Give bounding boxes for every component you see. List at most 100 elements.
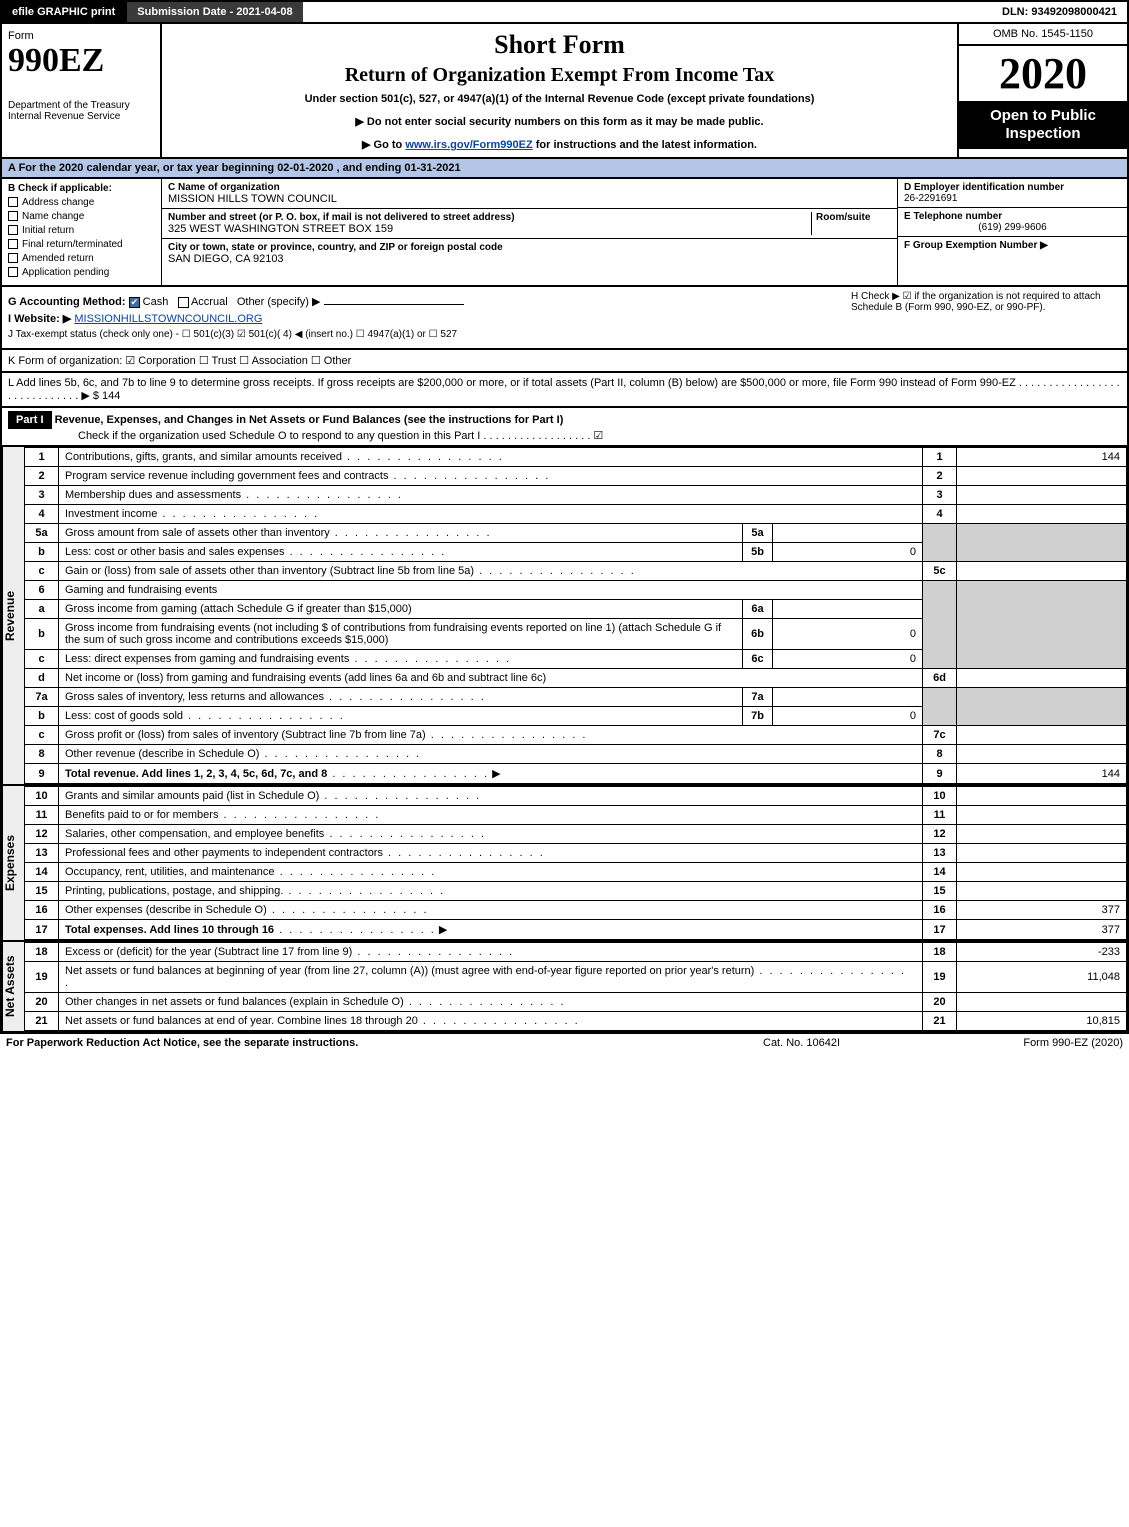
line-6d: dNet income or (loss) from gaming and fu…: [25, 669, 1127, 688]
line-3: 3Membership dues and assessments3: [25, 486, 1127, 505]
line-13: 13Professional fees and other payments t…: [25, 844, 1127, 863]
line-6: 6Gaming and fundraising events: [25, 581, 1127, 600]
open-to-public: Open to Public Inspection: [959, 101, 1127, 149]
side-netassets: Net Assets: [2, 942, 24, 1031]
section-def: D Employer identification number 26-2291…: [897, 179, 1127, 285]
l-row: L Add lines 5b, 6c, and 7b to line 9 to …: [0, 373, 1129, 408]
line-11: 11Benefits paid to or for members11: [25, 806, 1127, 825]
side-expenses: Expenses: [2, 786, 24, 940]
street-cell: Number and street (or P. O. box, if mail…: [162, 209, 897, 239]
org-name: MISSION HILLS TOWN COUNCIL: [168, 193, 891, 205]
section-b: B Check if applicable: Address change Na…: [2, 179, 162, 285]
ssn-warning: ▶ Do not enter social security numbers o…: [174, 115, 945, 128]
omb-number: OMB No. 1545-1150: [959, 24, 1127, 46]
form-label: Form: [8, 30, 154, 42]
city-value: SAN DIEGO, CA 92103: [168, 253, 891, 265]
form-number: 990EZ: [8, 42, 154, 80]
department: Department of the Treasury: [8, 100, 154, 111]
d-label: D Employer identification number: [904, 182, 1121, 193]
submission-date: Submission Date - 2021-04-08: [127, 2, 302, 22]
page-footer: For Paperwork Reduction Act Notice, see …: [0, 1033, 1129, 1052]
topbar: efile GRAPHIC print Submission Date - 20…: [0, 0, 1129, 24]
line-8: 8Other revenue (describe in Schedule O)8: [25, 745, 1127, 764]
chk-accrual[interactable]: [178, 297, 189, 308]
netassets-section: Net Assets 18Excess or (deficit) for the…: [0, 942, 1129, 1033]
part1-header: Part I Revenue, Expenses, and Changes in…: [0, 408, 1129, 447]
revenue-table: 1Contributions, gifts, grants, and simil…: [24, 447, 1127, 784]
street-value: 325 WEST WASHINGTON STREET BOX 159: [168, 223, 811, 235]
topbar-filler: [303, 2, 992, 22]
g-accounting: G Accounting Method: Cash Accrual Other …: [8, 295, 841, 308]
irs-link[interactable]: www.irs.gov/Form990EZ: [405, 139, 532, 151]
city-label: City or town, state or province, country…: [168, 242, 891, 253]
section-c: C Name of organization MISSION HILLS TOW…: [162, 179, 897, 285]
i-website: I Website: ▶ MISSIONHILLSTOWNCOUNCIL.ORG: [8, 312, 841, 325]
efile-print-button[interactable]: efile GRAPHIC print: [2, 2, 127, 22]
footer-right: Form 990-EZ (2020): [943, 1037, 1123, 1049]
chk-cash[interactable]: [129, 297, 140, 308]
side-revenue: Revenue: [2, 447, 24, 784]
expenses-section: Expenses 10Grants and similar amounts pa…: [0, 786, 1129, 942]
phone-cell: E Telephone number (619) 299-9606: [898, 208, 1127, 237]
chk-final-return[interactable]: Final return/terminated: [8, 239, 155, 250]
line-10: 10Grants and similar amounts paid (list …: [25, 787, 1127, 806]
j-tax-exempt: J Tax-exempt status (check only one) - ☐…: [8, 329, 841, 340]
line-9: 9Total revenue. Add lines 1, 2, 3, 4, 5c…: [25, 764, 1127, 784]
part1-title: Revenue, Expenses, and Changes in Net As…: [55, 414, 564, 426]
goto-pre: ▶ Go to: [362, 139, 405, 151]
subtitle: Return of Organization Exempt From Incom…: [174, 64, 945, 87]
form-header: Form 990EZ Department of the Treasury In…: [0, 24, 1129, 159]
meta-block: G Accounting Method: Cash Accrual Other …: [0, 287, 1129, 350]
chk-amended-return[interactable]: Amended return: [8, 253, 155, 264]
line-5c: cGain or (loss) from sale of assets othe…: [25, 562, 1127, 581]
h-check: H Check ▶ ☑ if the organization is not r…: [841, 291, 1121, 344]
line-17: 17Total expenses. Add lines 10 through 1…: [25, 920, 1127, 940]
k-row: K Form of organization: ☑ Corporation ☐ …: [0, 350, 1129, 373]
line-12: 12Salaries, other compensation, and empl…: [25, 825, 1127, 844]
c-name-label: C Name of organization: [168, 182, 891, 193]
ein-cell: D Employer identification number 26-2291…: [898, 179, 1127, 208]
ein-value: 26-2291691: [904, 193, 1121, 204]
tax-year: 2020: [959, 46, 1127, 101]
goto-post: for instructions and the latest informat…: [536, 139, 757, 151]
line-5a: 5aGross amount from sale of assets other…: [25, 524, 1127, 543]
line-15: 15Printing, publications, postage, and s…: [25, 882, 1127, 901]
title-short-form: Short Form: [174, 30, 945, 60]
chk-name-change[interactable]: Name change: [8, 211, 155, 222]
l-value: 144: [102, 390, 120, 402]
dln: DLN: 93492098000421: [992, 2, 1127, 22]
chk-application-pending[interactable]: Application pending: [8, 267, 155, 278]
line-21: 21Net assets or fund balances at end of …: [25, 1012, 1127, 1031]
chk-initial-return[interactable]: Initial return: [8, 225, 155, 236]
header-left: Form 990EZ Department of the Treasury In…: [2, 24, 162, 157]
header-mid: Short Form Return of Organization Exempt…: [162, 24, 957, 157]
line-1: 1Contributions, gifts, grants, and simil…: [25, 448, 1127, 467]
website-link[interactable]: MISSIONHILLSTOWNCOUNCIL.ORG: [74, 313, 262, 325]
revenue-section: Revenue 1Contributions, gifts, grants, a…: [0, 447, 1129, 786]
phone-value: (619) 299-9606: [904, 222, 1121, 233]
header-right: OMB No. 1545-1150 2020 Open to Public In…: [957, 24, 1127, 157]
under-section: Under section 501(c), 527, or 4947(a)(1)…: [174, 93, 945, 105]
org-name-cell: C Name of organization MISSION HILLS TOW…: [162, 179, 897, 209]
line-19: 19Net assets or fund balances at beginni…: [25, 962, 1127, 993]
line-4: 4Investment income4: [25, 505, 1127, 524]
expenses-table: 10Grants and similar amounts paid (list …: [24, 786, 1127, 940]
netassets-table: 18Excess or (deficit) for the year (Subt…: [24, 942, 1127, 1031]
line-14: 14Occupancy, rent, utilities, and mainte…: [25, 863, 1127, 882]
room-label: Room/suite: [816, 212, 891, 223]
b-label: B Check if applicable:: [8, 183, 155, 194]
city-cell: City or town, state or province, country…: [162, 239, 897, 268]
info-block: B Check if applicable: Address change Na…: [0, 179, 1129, 287]
footer-left: For Paperwork Reduction Act Notice, see …: [6, 1037, 763, 1049]
section-a: A For the 2020 calendar year, or tax yea…: [0, 159, 1129, 179]
group-exemption-cell: F Group Exemption Number ▶: [898, 237, 1127, 254]
chk-address-change[interactable]: Address change: [8, 197, 155, 208]
line-16: 16Other expenses (describe in Schedule O…: [25, 901, 1127, 920]
irs-label: Internal Revenue Service: [8, 111, 154, 122]
part1-badge: Part I: [8, 411, 52, 429]
part1-check: Check if the organization used Schedule …: [8, 430, 603, 442]
goto-line: ▶ Go to www.irs.gov/Form990EZ for instru…: [174, 138, 945, 151]
footer-mid: Cat. No. 10642I: [763, 1037, 943, 1049]
f-label: F Group Exemption Number ▶: [904, 240, 1048, 251]
line-7a: 7aGross sales of inventory, less returns…: [25, 688, 1127, 707]
